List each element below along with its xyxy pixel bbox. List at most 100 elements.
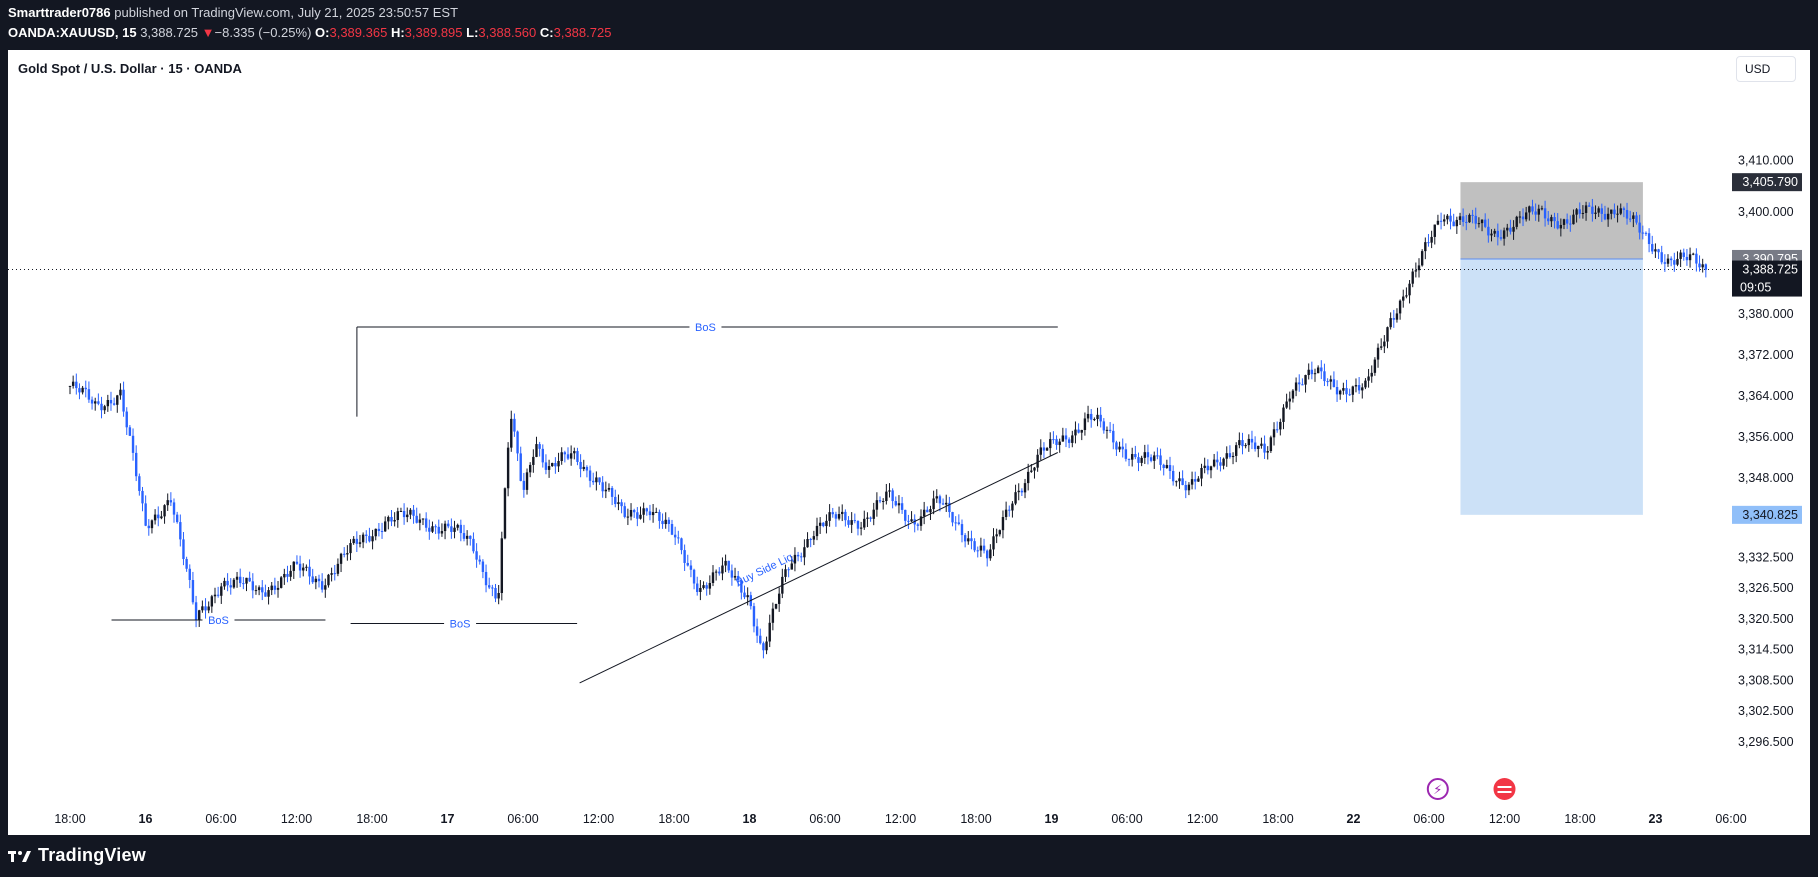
candle-body: [324, 585, 327, 590]
candle-body: [1600, 208, 1604, 214]
us-flag-stripe: [1497, 791, 1512, 793]
candle-body: [538, 444, 541, 449]
candle-body: [182, 539, 185, 559]
y-tick-label: 3,356.000: [1738, 430, 1794, 444]
candle-body: [122, 389, 125, 412]
candle-body: [891, 490, 894, 502]
candle-body: [1156, 455, 1159, 457]
candle-body: [1130, 454, 1134, 460]
candle-body: [522, 480, 526, 490]
candle-body: [705, 585, 708, 589]
low-value: 3,388.560: [478, 25, 537, 40]
candle-body: [1408, 283, 1411, 296]
candle-body: [1140, 457, 1143, 463]
candle-body: [402, 510, 406, 518]
author-name[interactable]: Smarttrader0786: [8, 5, 111, 20]
brand-name: TradingView: [38, 845, 146, 865]
candle-body: [223, 580, 226, 587]
take-profit-zone: [1460, 258, 1643, 515]
candle-body: [1197, 478, 1200, 482]
candle-body: [932, 498, 935, 510]
candle-body: [1323, 371, 1326, 382]
candle-body: [355, 538, 359, 544]
candle-body: [907, 520, 910, 522]
candle-body: [1345, 388, 1348, 395]
candle-body: [305, 566, 308, 568]
candle-body: [1137, 457, 1140, 463]
candle-body: [172, 502, 176, 515]
candle-body: [377, 528, 381, 532]
candle-body: [1389, 318, 1392, 328]
candle-body: [242, 583, 245, 585]
candle-body: [617, 502, 620, 505]
candle-body: [1367, 376, 1370, 381]
candle-body: [724, 560, 727, 566]
candle-body: [957, 522, 961, 525]
candle-body: [1575, 209, 1578, 215]
candle-body: [1093, 419, 1096, 421]
candle-body: [982, 545, 986, 551]
candle-body: [1461, 216, 1465, 222]
candle-body: [1102, 421, 1106, 431]
candle-body: [888, 490, 891, 492]
candle-body: [1055, 439, 1058, 445]
candle-body: [1080, 429, 1083, 433]
low-label: L:: [466, 25, 479, 40]
candle-body: [598, 477, 601, 483]
candle-body: [1619, 208, 1622, 214]
candle-body: [1534, 211, 1537, 215]
tradingview-logo[interactable]: TradingView: [8, 845, 146, 866]
candle-body: [948, 502, 951, 513]
chart-title: Gold Spot / U.S. Dollar · 15 · OANDA: [18, 61, 242, 76]
candle-body: [1108, 429, 1112, 431]
candle-body: [494, 588, 497, 599]
candle-body: [1698, 263, 1701, 268]
candle-body: [1679, 252, 1682, 259]
candle-body: [349, 543, 352, 554]
candle-body: [1026, 471, 1030, 484]
candle-body: [1118, 446, 1121, 450]
y-tick-label: 3,308.500: [1738, 673, 1794, 687]
candle-body: [1086, 413, 1090, 419]
us-flag-stripe: [1497, 786, 1512, 788]
candle-body: [1465, 221, 1468, 223]
footer-bar: [0, 835, 1818, 877]
bos-label: BoS: [450, 619, 471, 631]
candle-body: [1294, 382, 1298, 391]
candle-body: [664, 519, 667, 525]
candle-body: [1632, 215, 1635, 219]
candle-body: [163, 505, 166, 517]
candle-body: [465, 535, 469, 539]
candle-body: [1685, 256, 1689, 261]
candle-body: [992, 536, 995, 550]
lightning-event-icon: [1426, 778, 1449, 800]
candle-body: [1039, 447, 1042, 455]
candle-body: [841, 511, 844, 515]
candle-body: [1316, 367, 1320, 374]
candle-body: [462, 533, 466, 539]
candle-body: [207, 606, 210, 611]
candle-body: [1033, 467, 1036, 471]
candle-body: [825, 520, 828, 527]
candle-body: [513, 418, 516, 432]
candle-body: [714, 571, 718, 573]
candle-body: [440, 531, 444, 534]
candle-body: [147, 525, 150, 529]
candle-body: [1433, 224, 1436, 237]
candle-body: [314, 578, 318, 583]
open-label: O:: [315, 25, 330, 40]
candle-body: [1556, 221, 1559, 229]
candle-body: [935, 496, 938, 499]
currency-button[interactable]: USD: [1736, 56, 1796, 82]
candle-body: [1335, 386, 1339, 395]
candle-body: [755, 626, 759, 636]
candle-body: [667, 519, 671, 525]
candle-body: [226, 580, 229, 586]
candle-body: [478, 559, 481, 562]
candle-body: [563, 452, 567, 455]
candle-body: [428, 527, 431, 532]
price-change: −8.335 (−0.25%): [214, 25, 312, 40]
candle-body: [443, 523, 447, 532]
candle-body: [459, 524, 463, 534]
